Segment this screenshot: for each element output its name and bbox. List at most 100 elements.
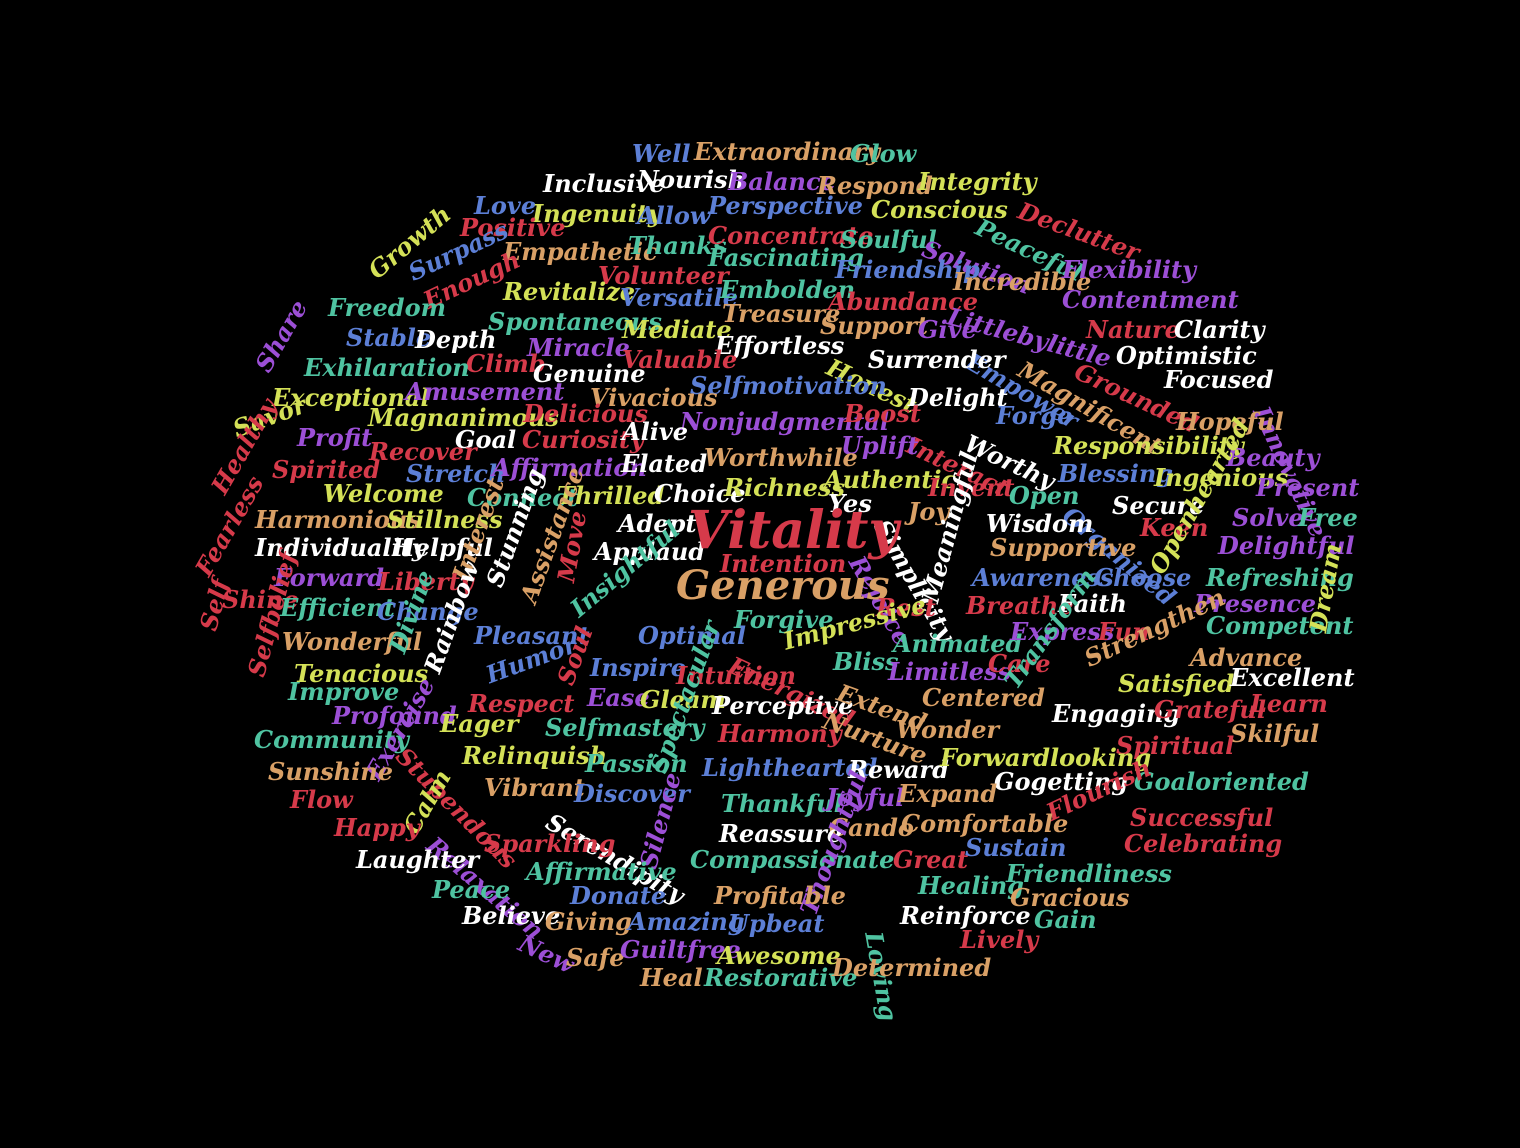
word-animated: Animated bbox=[893, 629, 1023, 658]
word-support: Support bbox=[820, 311, 929, 340]
word-giving: Giving bbox=[545, 907, 632, 936]
word-helpful: Helpful bbox=[392, 533, 493, 562]
word-nonjudgmental: Nonjudgmental bbox=[680, 407, 889, 436]
word-wisdom: Wisdom bbox=[986, 509, 1094, 538]
word-secure: Secure bbox=[1112, 491, 1205, 520]
word-delightful: Delightful bbox=[1218, 531, 1355, 560]
word-curiosity: Curiosity bbox=[522, 425, 644, 454]
word-worthwhile: Worthwhile bbox=[704, 443, 858, 472]
word-supportive: Supportive bbox=[990, 533, 1137, 562]
word-concentrate: Concentrate bbox=[708, 221, 874, 250]
word-stretch: Stretch bbox=[406, 459, 506, 488]
word-believe: Believe bbox=[462, 901, 561, 930]
word-limitless: Limitless bbox=[888, 657, 1011, 686]
word-amusement: Amusement bbox=[405, 377, 565, 406]
word-richness: Richness bbox=[724, 473, 845, 502]
word-climb: Climb bbox=[466, 349, 546, 378]
word-happy: Happy bbox=[334, 813, 420, 842]
word-intention: Intention bbox=[720, 549, 847, 578]
word-respond: Respond bbox=[817, 171, 933, 200]
word-positive: Positive bbox=[460, 213, 566, 242]
word-goal: Goal bbox=[455, 425, 517, 454]
word-ingenuity: Ingenuity bbox=[532, 199, 662, 228]
word-love: Love bbox=[474, 191, 537, 220]
word-learn: Learn bbox=[1250, 689, 1328, 718]
word-authentic: Authentic bbox=[824, 465, 957, 494]
word-hopeful: Hopeful bbox=[1176, 407, 1284, 436]
word-forward: Forward bbox=[274, 563, 385, 592]
word-uplift: Uplift bbox=[841, 431, 919, 460]
word-vitality: Vitality bbox=[688, 500, 899, 561]
word-mediate: Mediate bbox=[622, 315, 732, 344]
word-friendliness: Friendliness bbox=[1006, 859, 1172, 888]
word-spirited: Spirited bbox=[272, 455, 381, 484]
word-give: Give bbox=[918, 315, 977, 344]
word-spontaneous: Spontaneous bbox=[488, 307, 662, 336]
word-blessing: Blessing bbox=[1058, 459, 1174, 488]
word-amazing: Amazing bbox=[628, 907, 745, 936]
word-pleasant: Pleasant bbox=[474, 621, 590, 650]
word-fun: Fun bbox=[1098, 617, 1150, 646]
word-choice: Choice bbox=[654, 479, 746, 508]
word-alive: Alive bbox=[622, 417, 689, 446]
word-delight: Delight bbox=[908, 383, 1008, 412]
word-gleam: Gleam bbox=[640, 685, 726, 714]
word-goaloriented: Goaloriented bbox=[1134, 767, 1309, 796]
word-optimistic: Optimistic bbox=[1116, 341, 1257, 370]
word-magnanimous: Magnanimous bbox=[368, 403, 559, 432]
word-present: Present bbox=[1256, 473, 1360, 502]
word-bliss: Bliss bbox=[833, 647, 899, 676]
word-breathe: Breathe bbox=[966, 591, 1074, 620]
word-nature: Nature bbox=[1086, 315, 1180, 344]
word-affirmation: Affirmation bbox=[492, 453, 647, 482]
word-stable: Stable bbox=[346, 323, 432, 352]
word-extraordinary: Extraordinary bbox=[694, 137, 881, 166]
word-vibrant: Vibrant bbox=[484, 773, 585, 802]
word-perspective: Perspective bbox=[708, 191, 863, 220]
word-forwardlooking: Forwardlooking bbox=[940, 743, 1152, 772]
word-surrender: Surrender bbox=[868, 345, 1006, 374]
word-advance: Advance bbox=[1190, 643, 1303, 672]
word-responsibility: Responsibility bbox=[1053, 431, 1244, 460]
word-optimal: Optimal bbox=[638, 621, 746, 650]
word-forgive: Forgive bbox=[734, 605, 834, 634]
word-allow: Allow bbox=[637, 201, 711, 230]
word-individuality: Individuality bbox=[255, 533, 426, 562]
word-incredible: Incredible bbox=[953, 267, 1092, 296]
word-boost: Boost bbox=[844, 399, 921, 428]
word-choose: Choose bbox=[1094, 563, 1192, 592]
word-awesome: Awesome bbox=[717, 941, 841, 970]
word-abundance: Abundance bbox=[828, 287, 978, 316]
word-applaud: Applaud bbox=[594, 537, 706, 566]
word-liberty: Liberty bbox=[378, 567, 474, 596]
word-connect: Connect bbox=[467, 483, 578, 512]
word-inclusive: Inclusive bbox=[543, 169, 665, 198]
word-contentment: Contentment bbox=[1062, 285, 1239, 314]
word-sustain: Sustain bbox=[965, 833, 1067, 862]
word-recover: Recover bbox=[369, 437, 477, 466]
word-restorative: Restorative bbox=[704, 963, 858, 992]
word-upbeat: Upbeat bbox=[728, 909, 825, 938]
word-revitalize: Revitalize bbox=[503, 277, 636, 306]
word-discover: Discover bbox=[574, 779, 690, 808]
word-depth: Depth bbox=[415, 325, 497, 354]
word-reinforce: Reinforce bbox=[900, 901, 1031, 930]
word-reassure: Reassure bbox=[719, 819, 843, 848]
word-valuable: Valuable bbox=[622, 345, 738, 374]
word-selfmastery: Selfmastery bbox=[545, 713, 705, 742]
word-glow: Glow bbox=[850, 139, 917, 168]
word-sparkling: Sparkling bbox=[484, 829, 616, 858]
word-conscious: Conscious bbox=[871, 195, 1008, 224]
word-open: Open bbox=[1009, 481, 1080, 510]
word-thankful: Thankful bbox=[721, 789, 843, 818]
word-presence: Presence bbox=[1194, 589, 1317, 618]
word-versatile: Versatile bbox=[620, 283, 738, 312]
word-safe: Safe bbox=[566, 943, 625, 972]
word-nourish: Nourish bbox=[637, 165, 746, 194]
word-delicious: Delicious bbox=[523, 399, 649, 428]
word-centered: Centered bbox=[922, 683, 1045, 712]
word-volunteer: Volunteer bbox=[598, 261, 729, 290]
word-flexibility: Flexibility bbox=[1062, 255, 1197, 284]
word-spiritual: Spiritual bbox=[1116, 731, 1235, 760]
